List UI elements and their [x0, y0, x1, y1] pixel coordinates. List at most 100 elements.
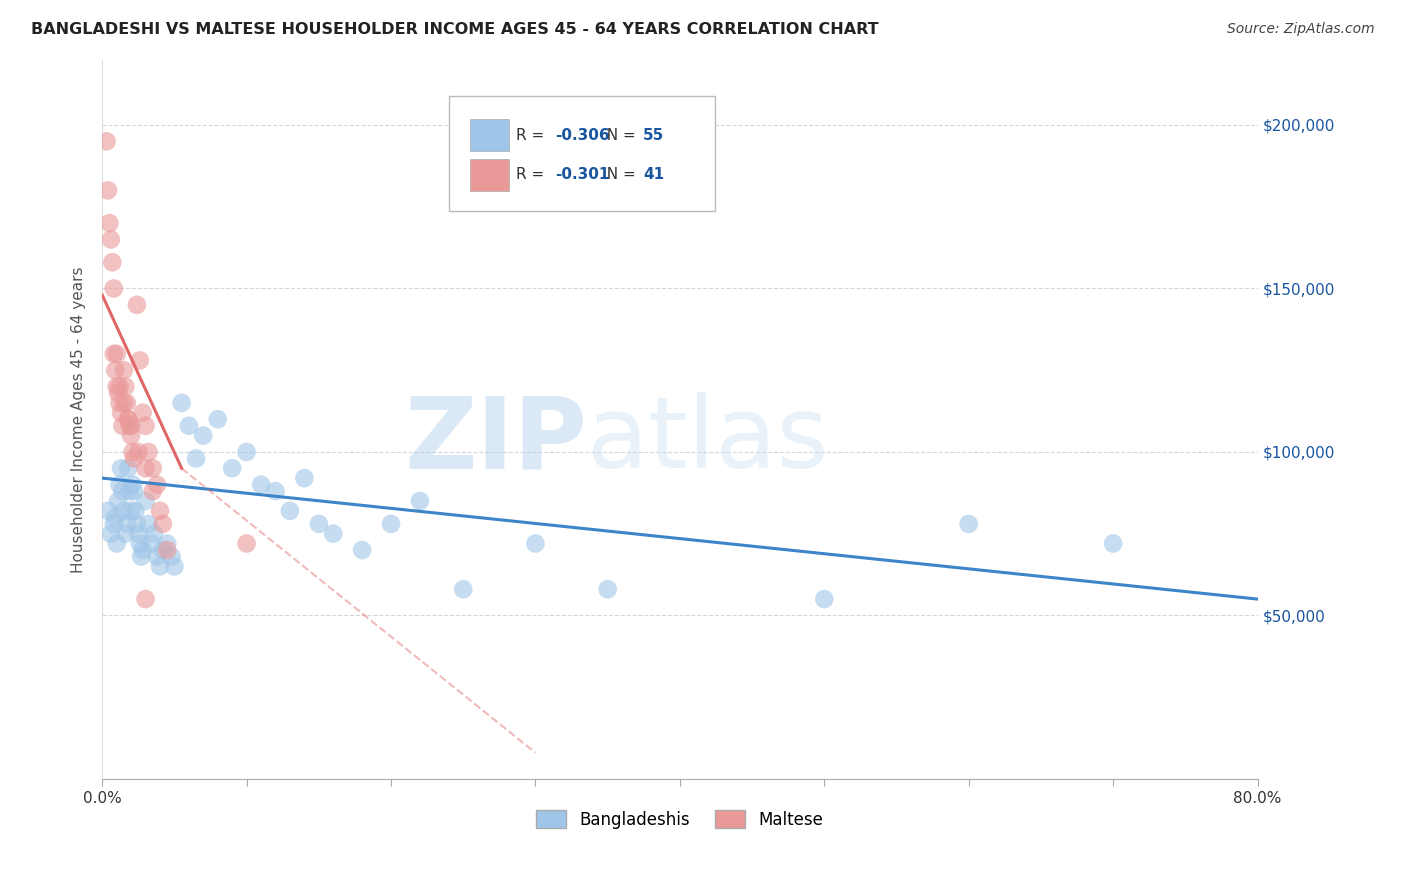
Text: Source: ZipAtlas.com: Source: ZipAtlas.com [1227, 22, 1375, 37]
Point [107, 494, 129, 508]
Y-axis label: Householder Income Ages 45 - 64 years: Householder Income Ages 45 - 64 years [72, 266, 86, 573]
Point [107, 386, 129, 401]
Point [322, 526, 344, 541]
Point [142, 484, 165, 499]
Point [108, 396, 131, 410]
Text: R =: R = [516, 128, 548, 143]
Point [138, 445, 160, 459]
Text: N =: N = [596, 167, 640, 182]
Text: -0.301: -0.301 [555, 167, 609, 182]
Point [114, 526, 136, 541]
Point [120, 428, 142, 442]
FancyBboxPatch shape [470, 159, 509, 191]
Point [131, 543, 153, 558]
Point [143, 526, 166, 541]
Point [156, 543, 179, 558]
Point [129, 549, 152, 564]
Text: -0.306: -0.306 [555, 128, 610, 143]
Point [120, 418, 142, 433]
Point [114, 379, 136, 393]
Point [122, 451, 145, 466]
Point [813, 592, 835, 607]
Point [292, 471, 315, 485]
Point [235, 445, 257, 459]
Point [103, 347, 125, 361]
Point [135, 592, 157, 607]
Point [149, 559, 172, 574]
Text: R =: R = [516, 167, 548, 182]
Point [105, 536, 128, 550]
Point [170, 396, 193, 410]
Point [122, 484, 145, 499]
Point [101, 255, 124, 269]
Point [352, 543, 374, 558]
Point [112, 504, 135, 518]
Point [118, 418, 141, 433]
Point [149, 504, 172, 518]
Text: 55: 55 [643, 128, 664, 143]
Point [120, 504, 142, 518]
Point [128, 353, 150, 368]
Text: BANGLADESHI VS MALTESE HOUSEHOLDER INCOME AGES 45 - 64 YEARS CORRELATION CHART: BANGLADESHI VS MALTESE HOUSEHOLDER INCOM… [31, 22, 879, 37]
Point [451, 582, 474, 597]
Point [131, 406, 153, 420]
Point [100, 526, 122, 541]
Point [97, 504, 120, 518]
FancyBboxPatch shape [449, 95, 714, 211]
Point [596, 582, 619, 597]
Point [141, 536, 163, 550]
Point [524, 536, 547, 550]
Point [105, 347, 128, 361]
Point [250, 477, 273, 491]
Point [308, 516, 330, 531]
Point [98, 216, 121, 230]
Point [957, 516, 980, 531]
Point [104, 510, 127, 524]
Point [138, 516, 160, 531]
Point [127, 526, 149, 541]
Text: N =: N = [596, 128, 640, 143]
Point [110, 461, 132, 475]
Point [121, 445, 143, 459]
Point [124, 504, 146, 518]
Point [193, 428, 215, 442]
Point [135, 494, 157, 508]
Point [128, 536, 150, 550]
Point [105, 379, 128, 393]
Point [135, 418, 157, 433]
Point [103, 281, 125, 295]
Point [146, 549, 169, 564]
Point [111, 418, 134, 433]
Point [152, 516, 174, 531]
Point [96, 134, 118, 148]
Point [207, 412, 229, 426]
Point [115, 396, 138, 410]
Point [108, 477, 131, 491]
Point [380, 516, 402, 531]
Point [97, 183, 120, 197]
Point [125, 516, 148, 531]
Point [117, 461, 139, 475]
Point [264, 484, 287, 499]
Point [135, 461, 157, 475]
Point [110, 406, 132, 420]
Point [152, 543, 174, 558]
Point [108, 379, 131, 393]
Point [142, 461, 165, 475]
Point [278, 504, 301, 518]
Point [112, 396, 135, 410]
Point [160, 549, 183, 564]
Point [127, 445, 149, 459]
FancyBboxPatch shape [470, 120, 509, 151]
Point [156, 536, 179, 550]
Point [146, 477, 169, 491]
Point [103, 516, 125, 531]
Point [121, 477, 143, 491]
Point [235, 536, 257, 550]
Point [117, 412, 139, 426]
Text: 41: 41 [643, 167, 664, 182]
Point [112, 363, 135, 377]
Text: atlas: atlas [588, 392, 830, 490]
Point [104, 363, 127, 377]
Point [115, 516, 138, 531]
